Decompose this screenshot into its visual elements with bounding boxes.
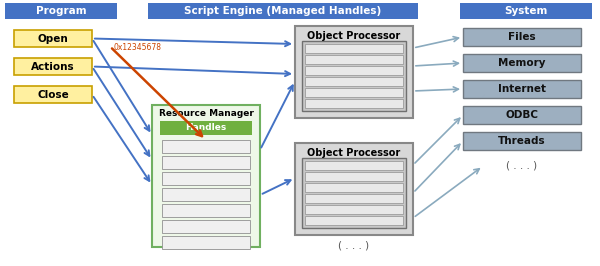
Text: ODBC: ODBC (505, 110, 539, 120)
Text: Resource Manager: Resource Manager (158, 110, 253, 118)
Text: Object Processor: Object Processor (307, 148, 401, 158)
Bar (305, 66, 403, 75)
Bar (305, 216, 403, 225)
Bar (305, 44, 403, 53)
Bar (305, 77, 403, 86)
Text: System: System (505, 6, 548, 16)
Text: Object Processor: Object Processor (307, 31, 401, 41)
Bar (305, 55, 403, 64)
Bar (162, 188, 250, 201)
Bar (162, 236, 250, 249)
Bar (463, 80, 581, 98)
Bar (463, 132, 581, 150)
Bar (305, 205, 403, 214)
Text: Open: Open (38, 34, 68, 44)
Bar (160, 121, 252, 135)
Bar (463, 28, 581, 46)
Bar (305, 88, 403, 97)
Text: Internet: Internet (498, 84, 546, 94)
Bar (14, 86, 92, 103)
Bar (302, 41, 406, 111)
Bar (463, 106, 581, 124)
Bar (162, 172, 250, 185)
Text: Handles: Handles (185, 123, 227, 132)
Text: ( . . . ): ( . . . ) (338, 241, 370, 251)
Text: Close: Close (37, 89, 69, 99)
Bar (305, 194, 403, 203)
Text: Files: Files (508, 32, 536, 42)
Bar (305, 99, 403, 108)
Bar (162, 204, 250, 217)
Bar (305, 161, 403, 170)
Bar (460, 3, 592, 19)
Text: 0x12345678: 0x12345678 (114, 43, 162, 52)
Text: Threads: Threads (498, 136, 546, 146)
Bar (162, 156, 250, 169)
Text: Program: Program (35, 6, 86, 16)
Bar (305, 183, 403, 192)
Text: Script Engine (Managed Handles): Script Engine (Managed Handles) (184, 6, 382, 16)
Bar (295, 143, 413, 235)
Bar (162, 140, 250, 153)
Bar (14, 58, 92, 75)
Bar (5, 3, 117, 19)
Text: ( . . . ): ( . . . ) (506, 161, 538, 171)
Bar (148, 3, 418, 19)
Bar (302, 158, 406, 228)
Text: Actions: Actions (31, 61, 75, 72)
Bar (295, 26, 413, 118)
Bar (463, 54, 581, 72)
Text: Memory: Memory (498, 58, 546, 68)
Bar (152, 105, 260, 247)
Bar (162, 220, 250, 233)
Bar (305, 172, 403, 181)
Bar (14, 30, 92, 47)
